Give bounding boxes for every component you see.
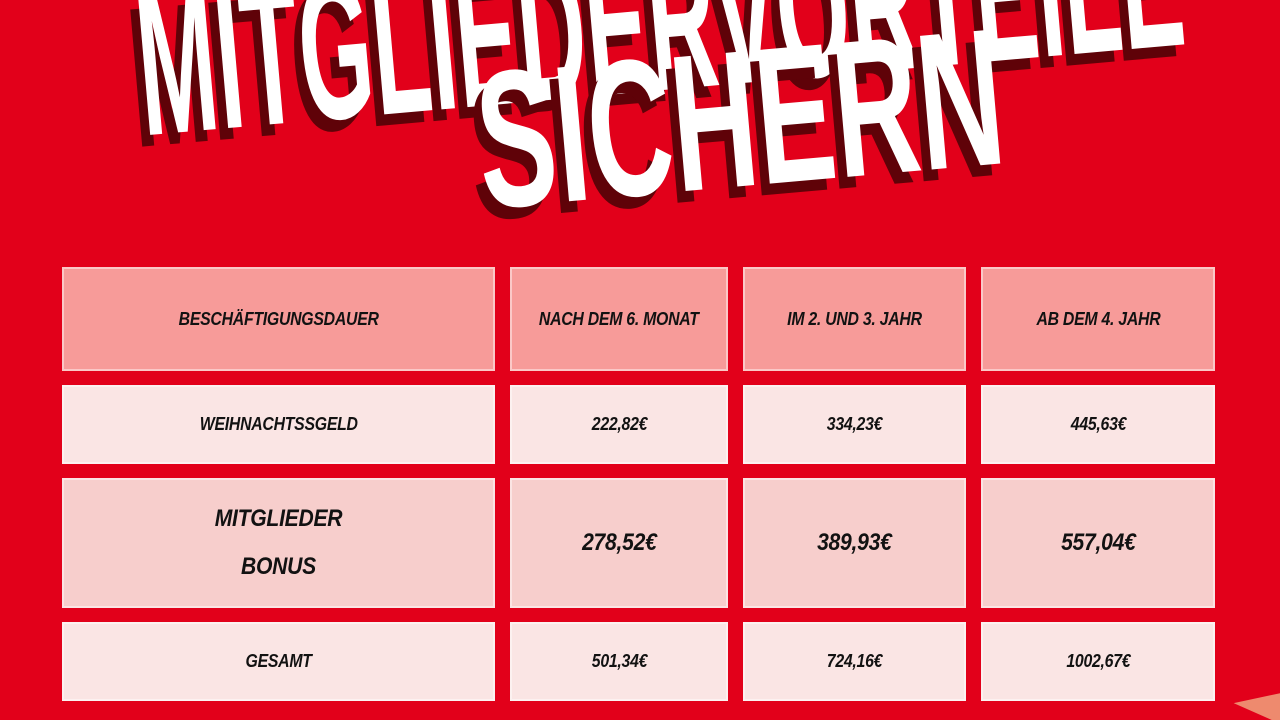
column-header-label: AB DEM 4. JAHR bbox=[1036, 308, 1160, 329]
row-label-text: WEIHNACHTSSGELD bbox=[199, 414, 358, 434]
value-text: 557,04€ bbox=[1060, 529, 1136, 556]
column-header-label: NACH DEM 6. MONAT bbox=[539, 308, 699, 329]
poster-title-line2: SICHERN bbox=[468, 0, 1012, 251]
row-label-text: MITGLIEDER BONUS bbox=[214, 505, 343, 580]
row-label-mitglieder-bonus: MITGLIEDER BONUS bbox=[62, 478, 495, 608]
value-text: 222,82€ bbox=[591, 414, 647, 434]
value-cell: 557,04€ bbox=[981, 478, 1215, 608]
value-cell: 724,16€ bbox=[743, 622, 966, 701]
value-cell: 222,82€ bbox=[510, 385, 728, 464]
value-text: 278,52€ bbox=[581, 529, 657, 556]
row-label-weihnachtsgeld: WEIHNACHTSSGELD bbox=[62, 385, 495, 464]
value-cell: 278,52€ bbox=[510, 478, 728, 608]
value-text: 389,93€ bbox=[817, 529, 892, 556]
value-text: 334,23€ bbox=[826, 414, 883, 434]
row-label-text: GESAMT bbox=[245, 651, 312, 671]
column-header-label: IM 2. UND 3. JAHR bbox=[787, 308, 922, 329]
value-cell: 334,23€ bbox=[743, 385, 966, 464]
value-text: 501,34€ bbox=[591, 651, 647, 671]
benefits-table: BESCHÄFTIGUNGSDAUER NACH DEM 6. MONAT IM… bbox=[62, 267, 1215, 701]
star-icon bbox=[1233, 638, 1280, 720]
column-header-nach-6-monat: NACH DEM 6. MONAT bbox=[510, 267, 728, 371]
column-header-label: BESCHÄFTIGUNGSDAUER bbox=[178, 308, 379, 329]
value-cell: 389,93€ bbox=[743, 478, 966, 608]
value-cell: 501,34€ bbox=[510, 622, 728, 701]
column-header-ab-4-jahr: AB DEM 4. JAHR bbox=[981, 267, 1215, 371]
column-header-2-und-3-jahr: IM 2. UND 3. JAHR bbox=[743, 267, 966, 371]
value-text: 445,63€ bbox=[1070, 414, 1126, 434]
value-cell: 445,63€ bbox=[981, 385, 1215, 464]
value-cell: 1002,67€ bbox=[981, 622, 1215, 701]
value-text: 1002,67€ bbox=[1066, 651, 1130, 671]
column-header-beschaeftigungsdauer: BESCHÄFTIGUNGSDAUER bbox=[62, 267, 495, 371]
value-text: 724,16€ bbox=[826, 651, 883, 671]
row-label-gesamt: GESAMT bbox=[62, 622, 495, 701]
